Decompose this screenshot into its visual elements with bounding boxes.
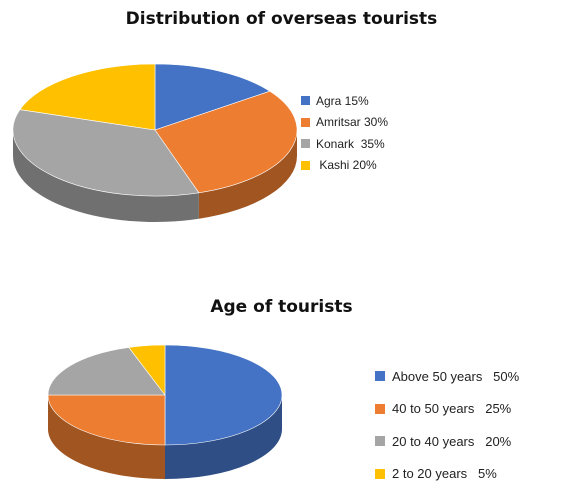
legend-label: 40 to 50 years 25%	[392, 401, 512, 417]
pie-chart-age-of-tourists	[47, 344, 283, 479]
overseas-legend-item-kashi-20: Kashi 20%	[301, 155, 388, 177]
overseas-slice-kashi-20	[19, 63, 156, 131]
legend-swatch	[375, 371, 385, 382]
age-slice-20-to-40-years-20	[47, 347, 166, 396]
age-slice-2-to-20-years-5	[128, 344, 166, 396]
legend-label: Above 50 years 50%	[392, 368, 520, 384]
overseas-slice-agra-15	[154, 63, 271, 131]
overseas-slice-amritsar-30	[154, 90, 298, 194]
legend-label: Kashi 20%	[316, 158, 377, 173]
pie-chart-overseas-tourists	[12, 63, 298, 223]
overseas-legend-item-konark-35: Konark 35%	[301, 133, 388, 155]
overseas-slice-konark-35	[12, 109, 200, 197]
legend-swatch	[301, 160, 310, 170]
overseas-legend-item-amritsar-30: Amritsar 30%	[301, 112, 388, 134]
age-side-above-50-years-50	[165, 395, 282, 479]
legend-age-of-tourists: Above 50 years 50% 40 to 50 years 25% 20 t…	[375, 360, 519, 490]
age-slice-40-to-50-years-25	[47, 394, 166, 446]
legend-swatch	[301, 96, 310, 106]
age-legend-item-above-50-years-50: Above 50 years 50%	[375, 360, 519, 393]
legend-swatch	[301, 139, 310, 149]
age-legend-item-40-to-50-years-25: 40 to 50 years 25%	[375, 393, 519, 426]
age-legend-item-20-to-40-years-20: 20 to 40 years 20%	[375, 425, 519, 458]
age-legend-item-2-to-20-years-5: 2 to 20 years 5%	[375, 458, 519, 491]
overseas-side-amritsar-30	[198, 130, 297, 219]
legend-label: 20 to 40 years 20%	[392, 433, 512, 449]
chart-title-overseas-tourists: Distribution of overseas tourists	[125, 9, 438, 29]
legend-label: Agra 15%	[316, 93, 369, 108]
age-slice-above-50-years-50	[164, 344, 283, 446]
age-side-40-to-50-years-25	[48, 395, 165, 479]
legend-label: Konark 35%	[316, 136, 385, 151]
chart-title-age-of-tourists: Age of tourists	[210, 297, 353, 317]
overseas-legend-item-agra-15: Agra 15%	[301, 90, 388, 112]
overseas-side-konark-35	[13, 130, 199, 223]
legend-label: Amritsar 30%	[316, 115, 389, 130]
legend-swatch	[375, 436, 385, 447]
legend-swatch	[375, 468, 385, 479]
legend-swatch	[301, 117, 310, 127]
legend-label: 2 to 20 years 5%	[392, 466, 497, 482]
legend-overseas-tourists: Agra 15% Amritsar 30% Konark 35% Kashi 20%	[301, 90, 388, 176]
legend-swatch	[375, 403, 385, 414]
